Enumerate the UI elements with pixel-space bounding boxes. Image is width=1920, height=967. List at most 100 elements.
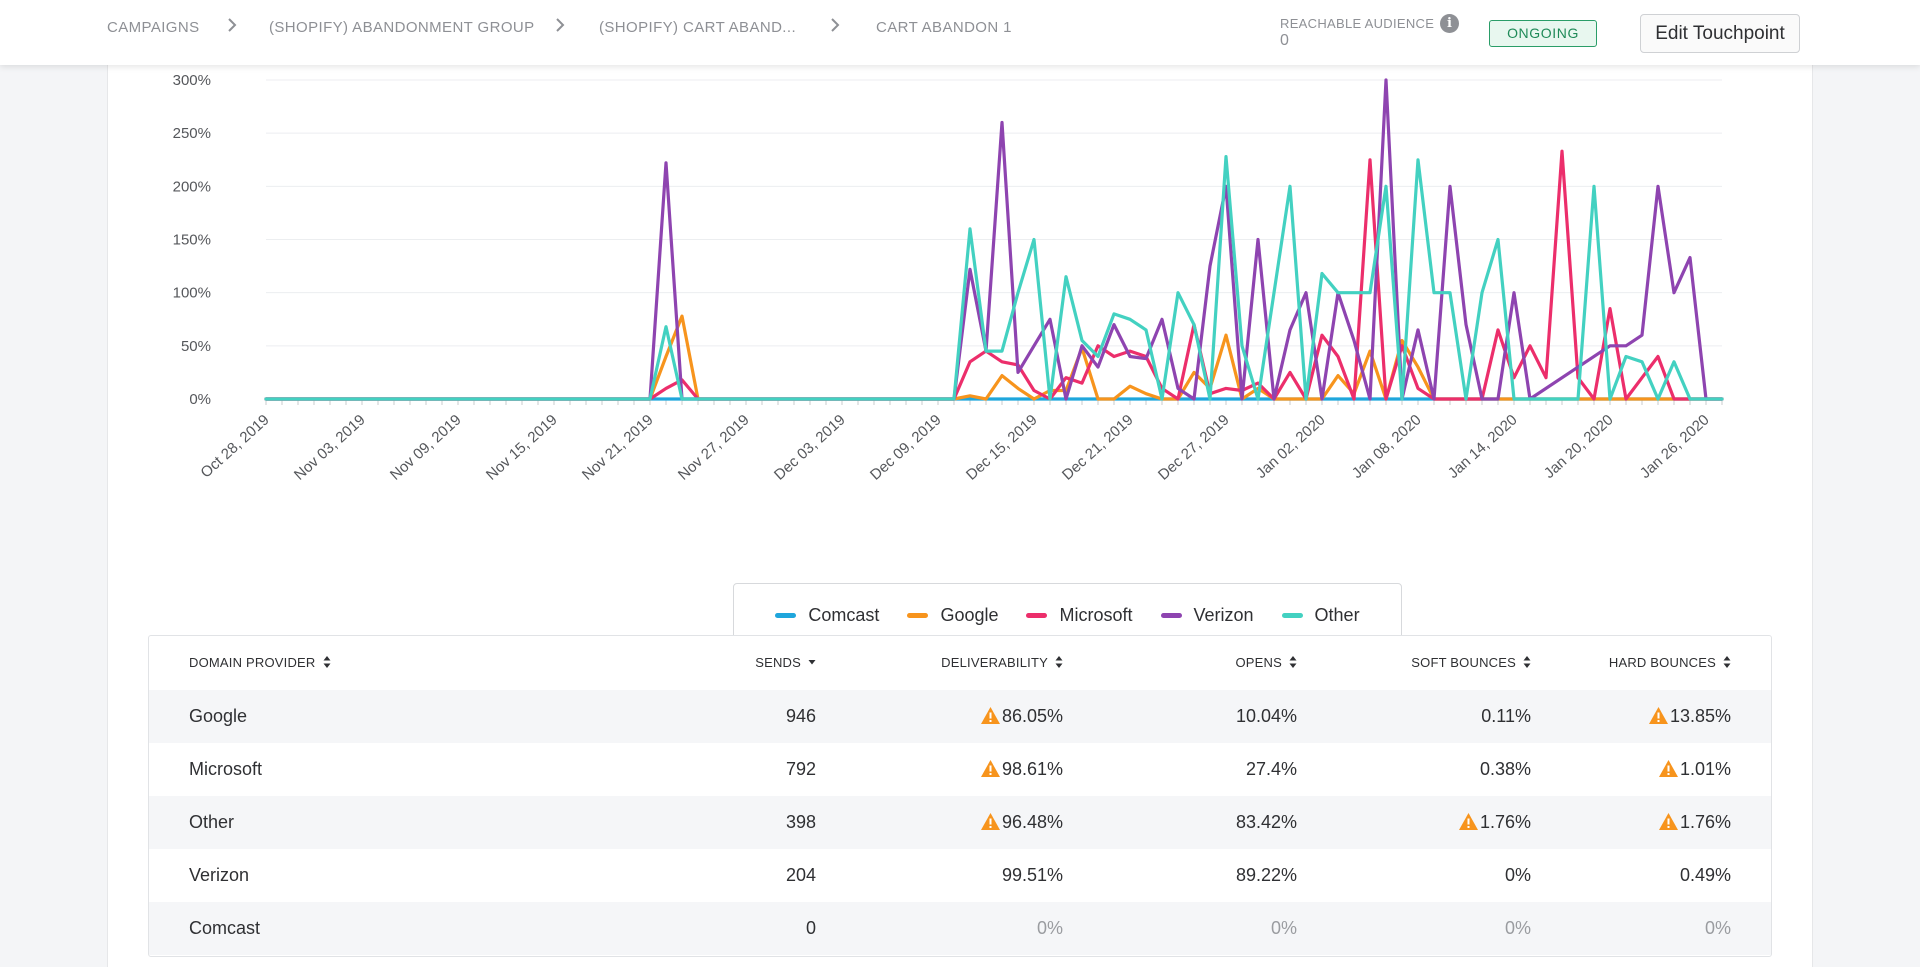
cell-opens: 89.22% — [1235, 865, 1297, 885]
x-tick-label: Oct 28, 2019 — [197, 411, 272, 481]
cell-hard-bounces: 1.01% — [1658, 759, 1731, 780]
cell-value: 1.01% — [1679, 759, 1731, 779]
column-hard-bounces[interactable]: HARD BOUNCES — [1609, 655, 1731, 670]
line-chart: 0% 50% 100% 150% 200% 250% 300% Oct 28, 2019 Nov… — [173, 72, 1724, 484]
edit-touchpoint-button[interactable]: Edit Touchpoint — [1640, 14, 1800, 53]
cell-sends: 946 — [785, 706, 816, 726]
series-line-verizon[interactable] — [264, 78, 1724, 401]
cell-provider: Google — [189, 706, 248, 726]
warning-icon — [980, 760, 1000, 777]
info-icon[interactable]: i — [1440, 14, 1459, 33]
cell-value: 1.76% — [1479, 812, 1531, 832]
warning-icon — [1458, 813, 1478, 830]
legend-label: Google — [940, 604, 999, 625]
chevron-right-icon — [828, 14, 842, 36]
cell-soft-bounces: 0% — [1504, 918, 1531, 938]
breadcrumb-cart-abandon-1: CART ABANDON 1 — [876, 19, 1012, 36]
chevron-right-icon — [553, 14, 567, 36]
legend-item-comcast[interactable]: Comcast — [775, 605, 879, 626]
column-soft-bounces[interactable]: SOFT BOUNCES — [1411, 655, 1531, 670]
column-label: OPENS — [1235, 655, 1282, 670]
column-label: HARD BOUNCES — [1608, 655, 1716, 670]
legend-swatch — [1281, 612, 1303, 618]
sort-icon — [1289, 656, 1297, 668]
table-row: Google 946 86.05% 10.04% 0.11% 13.85% — [149, 690, 1771, 743]
cell-deliverability: 86.05% — [980, 706, 1063, 727]
series-line-microsoft[interactable] — [264, 149, 1724, 401]
legend-label: Verizon — [1193, 604, 1254, 625]
table-row: Other 398 96.48% 83.42% 1.76% 1.76% — [149, 796, 1771, 849]
column-label: SENDS — [755, 655, 801, 670]
column-domain-provider[interactable]: DOMAIN PROVIDER — [189, 655, 331, 670]
reachable-audience-value: 0 — [1280, 32, 1289, 49]
cell-provider: Comcast — [189, 918, 261, 938]
x-tick-label: Jan 26, 2020 — [1637, 411, 1713, 482]
breadcrumb-abandonment-group[interactable]: (SHOPIFY) ABANDONMENT GROUP — [269, 19, 535, 36]
breadcrumb-cart-aband[interactable]: (SHOPIFY) CART ABAND... — [599, 19, 797, 36]
column-sends[interactable]: SENDS — [755, 655, 816, 670]
cell-soft-bounces: 0.38% — [1479, 759, 1531, 779]
column-label: SOFT BOUNCES — [1411, 655, 1516, 670]
breadcrumb-campaigns[interactable]: CAMPAIGNS — [107, 19, 200, 36]
series-line-google[interactable] — [264, 314, 1724, 401]
warning-icon — [980, 707, 1000, 724]
legend-item-other[interactable]: Other — [1281, 604, 1360, 626]
cell-hard-bounces: 0% — [1704, 918, 1731, 938]
x-tick-label: Nov 21, 2019 — [579, 411, 657, 483]
y-tick-label: 150% — [173, 232, 211, 249]
x-tick-label: Dec 09, 2019 — [867, 411, 945, 483]
x-tick-label: Jan 02, 2020 — [1253, 411, 1329, 482]
legend-label: Other — [1314, 604, 1360, 625]
series-line-other[interactable] — [264, 154, 1724, 401]
legend-item-verizon[interactable]: Verizon — [1160, 604, 1254, 626]
column-opens[interactable]: OPENS — [1235, 655, 1297, 670]
y-tick-label: 300% — [173, 72, 211, 89]
cell-sends: 792 — [785, 759, 816, 779]
table-row: Comcast 0 0% 0% 0% 0% — [149, 902, 1771, 955]
x-tick-label: Dec 21, 2019 — [1059, 411, 1137, 483]
cell-sends: 204 — [785, 865, 816, 885]
x-tick-label: Jan 08, 2020 — [1349, 411, 1425, 482]
cell-hard-bounces: 13.85% — [1648, 706, 1731, 727]
y-tick-label: 250% — [173, 125, 211, 142]
cell-deliverability: 99.51% — [1001, 865, 1063, 885]
x-tick-label: Nov 09, 2019 — [387, 411, 465, 483]
legend-item-google[interactable]: Google — [907, 605, 998, 626]
cell-soft-bounces: 0.11% — [1481, 706, 1531, 726]
warning-icon — [1658, 760, 1678, 777]
warning-icon — [1658, 813, 1678, 830]
x-tick-label: Nov 27, 2019 — [675, 411, 753, 483]
table-row: Microsoft 792 98.61% 27.4% 0.38% 1.01% — [149, 743, 1771, 796]
y-tick-label: 50% — [181, 338, 211, 355]
cell-sends: 398 — [785, 812, 816, 832]
sort-icon — [1723, 656, 1731, 668]
y-tick-label: 100% — [173, 285, 211, 302]
cell-opens: 10.04% — [1235, 706, 1297, 726]
legend-item-microsoft[interactable]: Microsoft — [1026, 605, 1133, 626]
x-tick-label: Jan 14, 2020 — [1445, 411, 1521, 482]
column-label: DOMAIN PROVIDER — [189, 655, 316, 670]
x-tick-label: Dec 03, 2019 — [771, 411, 849, 483]
x-tick-label: Nov 15, 2019 — [483, 411, 561, 483]
cell-deliverability: 96.48% — [980, 812, 1063, 833]
cell-hard-bounces: 1.76% — [1658, 812, 1731, 833]
sort-icon — [323, 656, 331, 668]
warning-icon — [1648, 707, 1668, 724]
x-tick-label: Dec 27, 2019 — [1155, 411, 1233, 483]
column-deliverability[interactable]: DELIVERABILITY — [941, 655, 1063, 670]
sort-icon — [1055, 656, 1063, 668]
status-badge: ONGOING — [1489, 20, 1597, 47]
top-bar: CAMPAIGNS (SHOPIFY) ABANDONMENT GROUP (S… — [0, 0, 1920, 65]
legend-swatch — [775, 612, 797, 618]
cell-soft-bounces: 1.76% — [1458, 812, 1531, 833]
x-tick-label: Nov 03, 2019 — [291, 411, 369, 483]
legend-label: Comcast — [808, 604, 880, 625]
cell-sends: 0 — [805, 918, 816, 938]
chevron-right-icon — [225, 14, 239, 36]
cell-opens: 83.42% — [1235, 812, 1297, 832]
cell-opens: 0% — [1270, 918, 1297, 938]
cell-value: 13.85% — [1669, 706, 1731, 726]
y-tick-label: 200% — [173, 178, 211, 195]
legend-swatch — [1160, 612, 1182, 618]
domain-provider-table: DOMAIN PROVIDER SENDS DELIVERABILITY OPE… — [148, 635, 1772, 957]
